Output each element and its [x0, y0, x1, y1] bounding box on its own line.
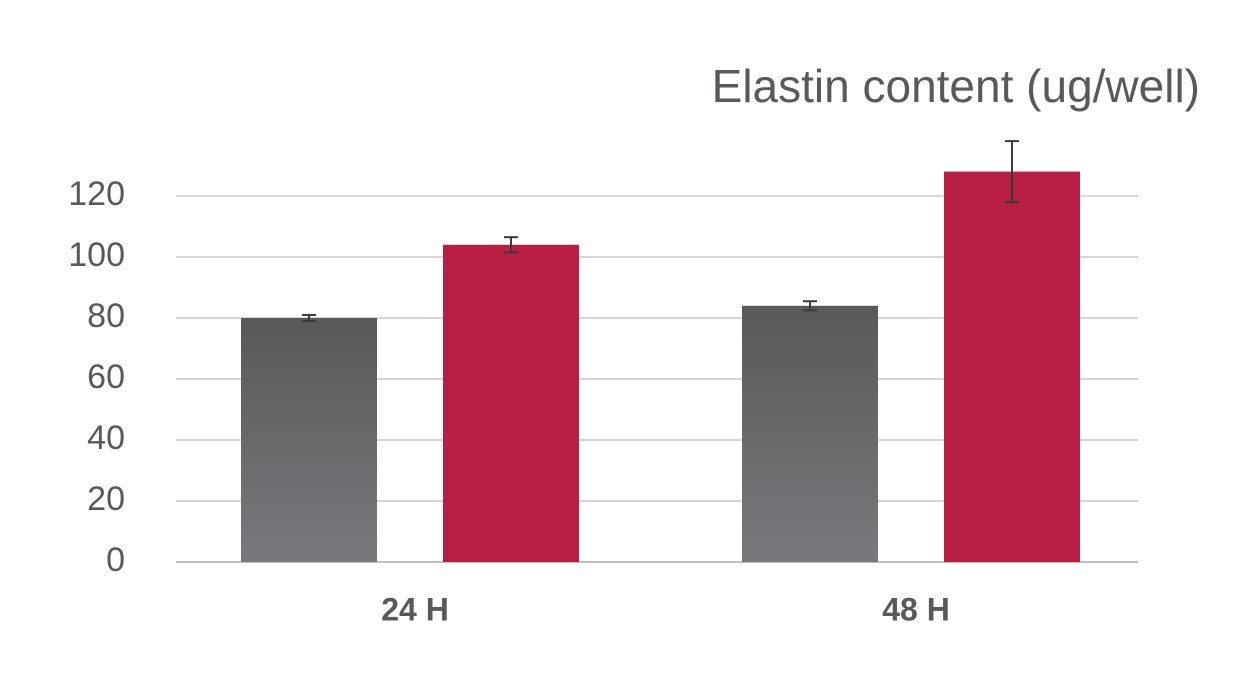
y-tick-label: 0 — [106, 541, 125, 579]
x-tick-label: 48 H — [882, 591, 950, 627]
x-tick-label: 24 H — [381, 591, 449, 627]
y-tick-label: 60 — [87, 358, 125, 396]
bar — [241, 318, 377, 562]
y-tick-label: 40 — [87, 419, 125, 457]
bar — [443, 244, 579, 563]
error-bar — [302, 313, 316, 323]
y-tick-label: 80 — [87, 297, 125, 335]
error-bar — [1005, 140, 1019, 204]
y-tick-label: 20 — [87, 480, 125, 518]
error-bar — [803, 300, 817, 312]
error-bar — [504, 236, 518, 254]
chart-title: Elastin content (ug/well) — [712, 60, 1200, 112]
bar — [944, 171, 1080, 562]
y-tick-label: 100 — [68, 236, 125, 274]
bar — [742, 305, 878, 562]
y-tick-label: 120 — [68, 175, 125, 213]
